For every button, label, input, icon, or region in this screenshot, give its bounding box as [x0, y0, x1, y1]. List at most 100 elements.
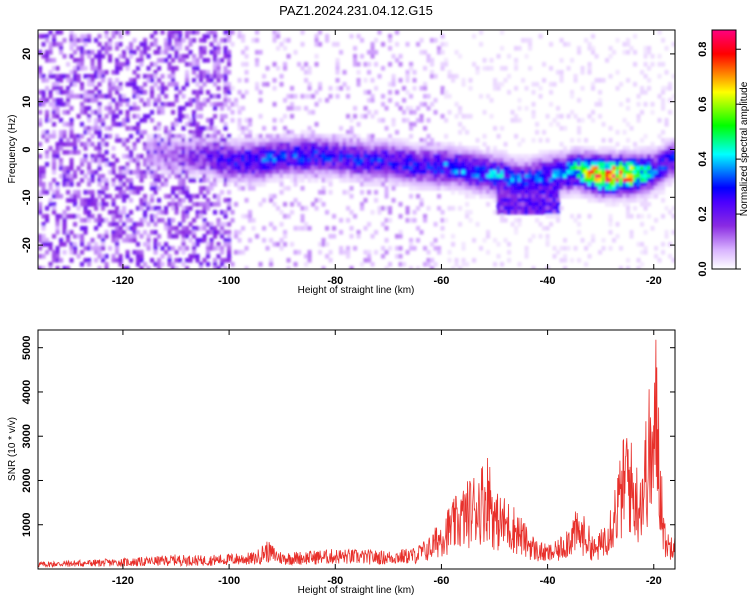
- spectrogram-cell: [115, 46, 120, 51]
- spectrogram-cell: [227, 142, 232, 147]
- spectrogram-cell: [216, 178, 221, 183]
- spectrogram-cell: [272, 86, 277, 91]
- spectrogram-cell: [132, 238, 137, 243]
- spectrogram-cell: [87, 198, 92, 203]
- spectrogram-cell: [195, 150, 200, 155]
- spectrogram-cell: [580, 186, 585, 191]
- spectrogram-cell: [38, 254, 43, 259]
- spectrogram-cell: [188, 178, 193, 183]
- spectrogram-cell: [192, 150, 197, 155]
- spectrogram-cell: [69, 142, 74, 147]
- spectrogram-cell: [293, 142, 298, 147]
- spectrogram-cell: [146, 46, 151, 51]
- spectrogram-cell: [300, 170, 305, 175]
- spectrogram-cell: [535, 182, 540, 187]
- spectrogram-cell: [559, 194, 564, 199]
- spectrogram-cell: [174, 34, 179, 39]
- spectrogram-cell: [139, 206, 144, 211]
- spectrogram-cell: [52, 190, 57, 195]
- spectrogram-cell: [262, 74, 267, 79]
- spectrogram-cell: [283, 66, 288, 71]
- spectrogram-cell: [363, 142, 368, 147]
- spectrogram-cell: [206, 242, 211, 247]
- spectrogram-cell: [626, 50, 631, 55]
- spectrogram-cell: [423, 66, 428, 71]
- spectrogram-cell: [381, 170, 386, 175]
- spectrogram-cell: [216, 170, 221, 175]
- spectrogram-cell: [381, 118, 386, 123]
- spectrogram-cell: [66, 238, 71, 243]
- spectrogram-cell: [174, 38, 179, 43]
- spectrogram-cell: [83, 226, 88, 231]
- spectrogram-cell: [139, 258, 144, 263]
- spectrogram-cell: [136, 242, 141, 247]
- spectrogram-cell: [531, 102, 536, 107]
- spectrogram-cell: [213, 266, 218, 269]
- spectrogram-cell: [433, 238, 438, 243]
- spectrogram-cell: [73, 134, 78, 139]
- spectrogram-cell: [290, 102, 295, 107]
- spectrogram-cell: [122, 266, 127, 269]
- spectrogram-cell: [83, 142, 88, 147]
- spectrogram-cell: [349, 130, 354, 135]
- spectrogram-cell: [153, 134, 158, 139]
- spectrogram-cell: [90, 158, 95, 163]
- spectrogram-cell: [384, 162, 389, 167]
- spectrogram-cell: [94, 86, 99, 91]
- spectrogram-cell: [188, 206, 193, 211]
- spectrogram-cell: [412, 142, 417, 147]
- spectrogram-cell: [76, 62, 81, 67]
- spectrogram-cell: [118, 82, 123, 87]
- spectrogram-cell: [440, 150, 445, 155]
- spectrogram-cell: [94, 246, 99, 251]
- spectrogram-cell: [97, 94, 102, 99]
- spectrogram-cell: [461, 150, 466, 155]
- spectrogram-cell: [83, 106, 88, 111]
- spectrogram-cell: [129, 234, 134, 239]
- spectrogram-cell: [185, 150, 190, 155]
- spectrogram-cell: [510, 110, 515, 115]
- spectrogram-cell: [388, 62, 393, 67]
- spectrogram-cell: [545, 206, 550, 211]
- spectrogram-cell: [52, 210, 57, 215]
- spectrogram-cell: [108, 222, 113, 227]
- spectrogram-cell: [643, 190, 648, 195]
- spectrogram-cell: [629, 154, 634, 159]
- spectrogram-cell: [524, 54, 529, 59]
- spectrogram-cell: [83, 258, 88, 263]
- spectrogram-cell: [293, 138, 298, 143]
- spectrogram-cell: [290, 154, 295, 159]
- spectrogram-cell: [636, 258, 641, 263]
- spectrogram-cell: [76, 254, 81, 259]
- spectrogram-cell: [493, 182, 498, 187]
- spectrogram-cell: [612, 238, 617, 243]
- spectrogram-cell: [423, 218, 428, 223]
- spectrogram-cell: [440, 86, 445, 91]
- spectrogram-cell: [209, 142, 214, 147]
- spectrogram-cell: [80, 86, 85, 91]
- spectrogram-cell: [41, 54, 46, 59]
- spectrogram-cell: [290, 114, 295, 119]
- spectrogram-cell: [591, 154, 596, 159]
- spectrogram-cell: [650, 62, 655, 67]
- spectrogram-cell: [360, 174, 365, 179]
- spectrogram-cell: [181, 262, 186, 267]
- spectrogram-cell: [125, 170, 130, 175]
- spectrogram-cell: [115, 234, 120, 239]
- spectrogram-cell: [587, 166, 592, 171]
- spectrogram-cell: [591, 86, 596, 91]
- spectrogram-cell: [55, 218, 60, 223]
- spectrogram-cell: [643, 186, 648, 191]
- spectrogram-cell: [136, 154, 141, 159]
- spectrogram-cell: [209, 242, 214, 247]
- spectrogram-cell: [146, 246, 151, 251]
- spectrogram-cell: [230, 158, 235, 163]
- spectrogram-cell: [118, 138, 123, 143]
- spectrogram-cell: [262, 166, 267, 171]
- spectrogram-cell: [237, 238, 242, 243]
- spectrogram-cell: [405, 154, 410, 159]
- spectrogram-cell: [496, 254, 501, 259]
- spectrogram-cell: [69, 174, 74, 179]
- spectrogram-cell: [94, 202, 99, 207]
- spectrogram-cell: [451, 146, 456, 151]
